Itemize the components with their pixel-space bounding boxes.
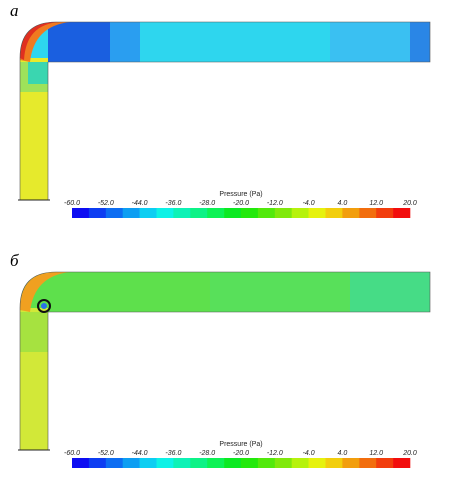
colorbar-segment [308, 458, 326, 468]
colorbar-segment [105, 208, 123, 218]
colorbar-tick-label: 12.0 [369, 450, 383, 457]
colorbar-segment [105, 458, 123, 468]
colorbar-title: Pressure (Pa) [219, 191, 262, 198]
colorbar-tick-label: -60.0 [64, 200, 80, 207]
colorbar-segment [139, 458, 157, 468]
colorbar-title: Pressure (Pa) [219, 441, 262, 448]
colorbar-segment [207, 458, 225, 468]
colorbar-tick-label: 4.0 [338, 200, 348, 207]
colorbar-segment [257, 208, 276, 218]
colorbar-tick-label: -52.0 [98, 450, 114, 457]
colorbar-segment [291, 458, 309, 468]
panel-b: б Pressure (Pa) -60.0 -52.0 -44.0 -36.0 -28.0 -… [10, 251, 431, 468]
colorbar-tick-label: 12.0 [369, 200, 383, 207]
colorbar-tick-label: -52.0 [98, 200, 114, 207]
colorbar-segment [139, 208, 157, 218]
colorbar-segment [173, 458, 191, 468]
colorbar-segment [376, 208, 394, 218]
colorbar-segment [359, 208, 377, 218]
colorbar-segment [342, 458, 360, 468]
colorbar-tick-label: -60.0 [64, 450, 80, 457]
colorbar-segment [359, 458, 377, 468]
colorbar-segment [325, 458, 343, 468]
colorbar-tick-label: -20.0 [233, 200, 249, 207]
colorbar-tick-label: -28.0 [199, 200, 215, 207]
colorbar-segment [308, 208, 326, 218]
colorbar-segment [190, 208, 208, 218]
colorbar-segment [393, 458, 411, 468]
colorbar-tick-label: -4.0 [303, 450, 315, 457]
colorbar-tick-label: -44.0 [132, 450, 148, 457]
colorbar-tick-label: -12.0 [267, 200, 283, 207]
colorbar-segment [224, 458, 242, 468]
colorbar-tick-label: -12.0 [267, 450, 283, 457]
colorbar-tick-label: 4.0 [338, 450, 348, 457]
colorbar-tick-label: -44.0 [132, 200, 148, 207]
colorbar-tick-label: -28.0 [199, 450, 215, 457]
colorbar-segment [274, 208, 292, 218]
colorbar-tick-label: -20.0 [233, 450, 249, 457]
colorbar-segment [393, 208, 411, 218]
colorbar-segment [257, 458, 276, 468]
colorbar-tick-label: 20.0 [402, 450, 417, 457]
colorbar-segment [241, 208, 259, 218]
colorbar-segment [207, 208, 225, 218]
panel-a: а Pressure (Pa) -60.0 -52.0 -44.0 -36.0 -28.0 -… [10, 1, 431, 218]
colorbar-segment [156, 458, 174, 468]
colorbar-segment [72, 208, 90, 218]
panel-label: а [10, 1, 19, 20]
colorbar-segment [291, 208, 309, 218]
colorbar-segment [88, 208, 107, 218]
panel-label: б [10, 251, 19, 270]
colorbar-tick-label: -36.0 [165, 450, 181, 457]
colorbar-segment [122, 208, 140, 218]
colorbar-tick-label: -4.0 [303, 200, 315, 207]
colorbar-segment [325, 208, 343, 218]
colorbar-segment [274, 458, 292, 468]
colorbar-segment [241, 458, 259, 468]
colorbar-tick-label: 20.0 [402, 200, 417, 207]
colorbar-segment [342, 208, 360, 218]
colorbar-segment [88, 458, 107, 468]
colorbar-segment [224, 208, 242, 218]
colorbar-tick-label: -36.0 [165, 200, 181, 207]
colorbar-segment [72, 458, 90, 468]
colorbar-segment [190, 458, 208, 468]
colorbar-segment [173, 208, 191, 218]
colorbar-segment [122, 458, 140, 468]
colorbar-segment [156, 208, 174, 218]
colorbar-segment [376, 458, 394, 468]
